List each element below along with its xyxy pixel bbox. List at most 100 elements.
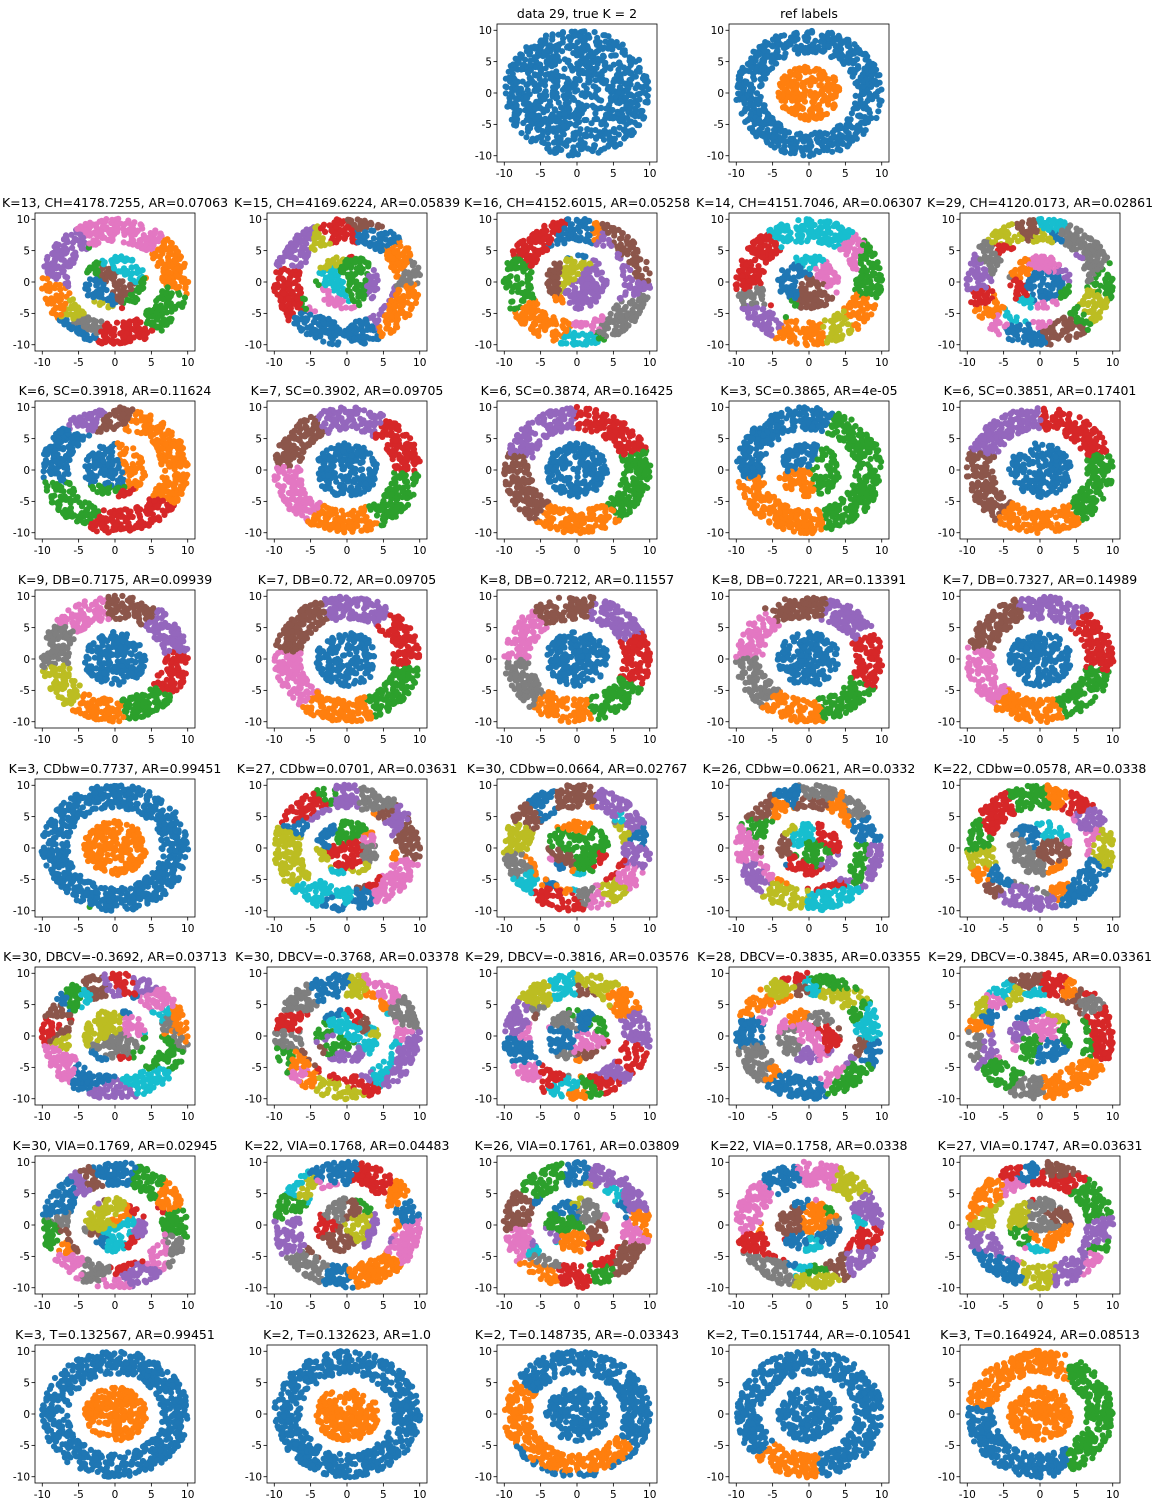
- scatter-point: [603, 79, 609, 85]
- scatter-point: [747, 59, 753, 65]
- scatter-point: [328, 324, 334, 330]
- points: [501, 216, 653, 348]
- scatter-point: [633, 85, 639, 91]
- scatter-point: [525, 276, 531, 282]
- subplot-title: ref labels: [780, 6, 838, 21]
- scatter-point: [578, 260, 584, 266]
- scatter-point: [506, 282, 512, 288]
- scatter-point: [596, 132, 602, 138]
- scatter-point: [508, 273, 514, 279]
- y-tick-label: 10: [249, 214, 262, 226]
- scatter-point: [79, 244, 85, 250]
- scatter-point: [77, 232, 83, 238]
- scatter-point: [585, 54, 591, 60]
- scatter-point: [635, 279, 641, 285]
- scatter-point: [141, 332, 147, 338]
- scatter-point: [153, 251, 159, 257]
- scatter-point: [85, 287, 91, 293]
- scatter-point: [825, 77, 831, 83]
- scatter-point: [99, 340, 105, 346]
- scatter-point: [549, 63, 555, 69]
- scatter-point: [809, 48, 815, 54]
- scatter-point: [547, 103, 553, 109]
- scatter-point: [609, 83, 615, 89]
- scatter-point: [560, 29, 566, 35]
- scatter-point: [109, 217, 115, 223]
- scatter-point: [856, 49, 862, 55]
- subplot-title: K=15, CH=4169.6224, AR=0.05839: [234, 195, 460, 210]
- scatter-point: [860, 91, 866, 97]
- scatter-point: [871, 62, 877, 68]
- scatter-point: [519, 298, 525, 304]
- scatter-point: [92, 277, 98, 283]
- scatter-point: [878, 98, 884, 104]
- scatter-point: [545, 271, 551, 277]
- scatter-point: [340, 269, 346, 275]
- scatter-point: [128, 286, 134, 292]
- scatter-point: [374, 320, 380, 326]
- scatter-point: [128, 292, 134, 298]
- scatter-point: [549, 37, 555, 43]
- scatter-point: [562, 111, 568, 117]
- scatter-point: [540, 139, 546, 145]
- scatter-point: [558, 147, 564, 153]
- scatter-point: [787, 136, 793, 142]
- scatter-point: [124, 297, 130, 303]
- scatter-point: [810, 41, 816, 47]
- scatter-point: [781, 45, 787, 51]
- scatter-point: [537, 39, 543, 45]
- scatter-point: [118, 253, 124, 259]
- scatter-point: [312, 225, 318, 231]
- scatter-point: [536, 49, 542, 55]
- x-tick-label: -10: [728, 168, 745, 180]
- x-tick-label: 0: [574, 168, 581, 180]
- scatter-point: [399, 276, 405, 282]
- scatter-point: [843, 252, 849, 258]
- scatter-point: [519, 263, 525, 269]
- scatter-point: [326, 316, 332, 322]
- scatter-point: [88, 327, 94, 333]
- scatter-point: [131, 318, 137, 324]
- scatter-point: [529, 112, 535, 118]
- scatter-point: [408, 306, 414, 312]
- x-tick-label: -5: [305, 357, 315, 369]
- scatter-point: [591, 142, 597, 148]
- scatter-point: [740, 95, 746, 101]
- scatter-point: [338, 299, 344, 305]
- scatter-point: [800, 152, 806, 158]
- scatter-point: [158, 294, 164, 300]
- x-tick-label: 10: [875, 168, 888, 180]
- scatter-point: [549, 127, 555, 133]
- scatter-point: [528, 138, 534, 144]
- scatter-point: [546, 278, 552, 284]
- scatter-point: [789, 97, 795, 103]
- scatter-point: [521, 62, 527, 68]
- scatter-point: [626, 119, 632, 125]
- scatter-point: [579, 145, 585, 151]
- scatter-point: [846, 119, 852, 125]
- y-tick-label: -10: [13, 340, 30, 352]
- scatter-point: [548, 223, 554, 229]
- scatter-point: [739, 70, 745, 76]
- scatter-point: [620, 318, 626, 324]
- scatter-point: [558, 219, 564, 225]
- scatter-point: [526, 80, 532, 86]
- scatter-point: [616, 44, 622, 50]
- scatter-point: [567, 63, 573, 69]
- scatter-point: [531, 253, 537, 259]
- scatter-point: [346, 331, 352, 337]
- scatter-point: [65, 283, 71, 289]
- scatter-point: [56, 242, 62, 248]
- scatter-point: [568, 231, 574, 237]
- scatter-point: [355, 239, 361, 245]
- scatter-point: [866, 94, 872, 100]
- scatter-point: [873, 93, 879, 99]
- scatter-point: [605, 316, 611, 322]
- scatter-point: [826, 242, 832, 248]
- scatter-point: [807, 89, 813, 95]
- scatter-point: [173, 285, 179, 291]
- scatter-point: [574, 218, 580, 224]
- scatter-point: [545, 322, 551, 328]
- scatter-point: [527, 125, 533, 131]
- scatter-point: [852, 100, 858, 106]
